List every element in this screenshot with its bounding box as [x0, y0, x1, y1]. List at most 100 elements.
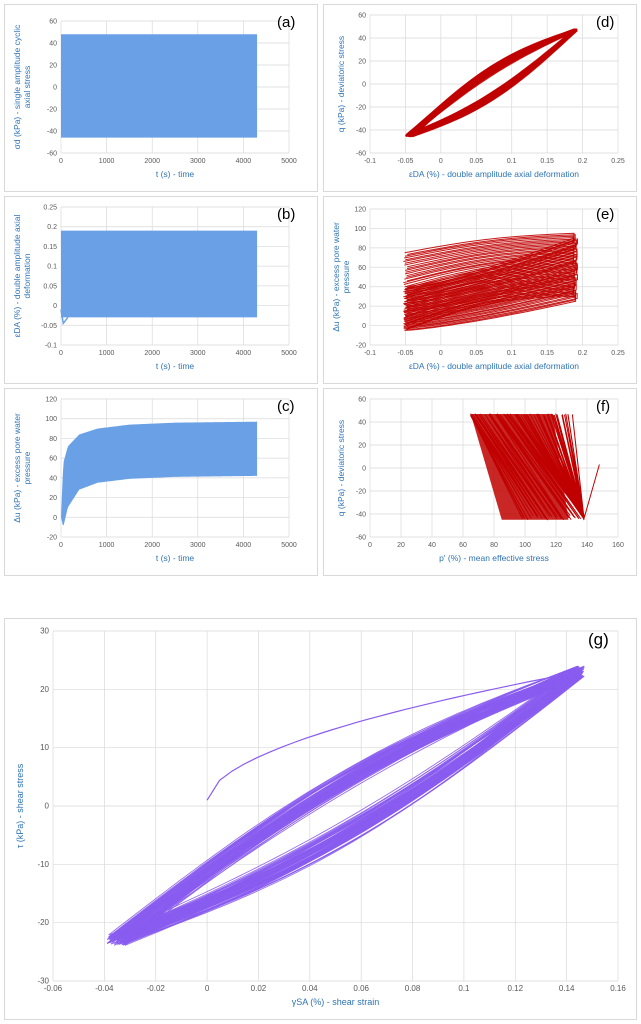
x-tick-label: 0 [439, 158, 443, 165]
x-tick-label: -0.05 [397, 350, 413, 357]
y-tick-label: 0 [53, 515, 57, 522]
x-tick-label: -0.05 [397, 158, 413, 165]
series-c [61, 421, 258, 526]
hysteresis-loop [410, 30, 577, 136]
y-tick-label: -30 [37, 977, 49, 986]
x-tick-label: 0.2 [578, 158, 588, 165]
x-tick-label: 120 [550, 542, 562, 549]
pore-pressure-loop [406, 261, 577, 308]
x-tick-label: 1000 [99, 158, 115, 165]
series-f [470, 413, 600, 521]
hysteresis-loop [123, 666, 584, 941]
x-tick-label: 5000 [281, 350, 297, 357]
x-tick-label: 0 [59, 350, 63, 357]
series-b [60, 230, 258, 326]
y-axis-label: Δu (kPa) - excess pore water [12, 413, 22, 523]
chart-panel-g: -30 -20 -10 0 10 20 30 -0.06 -0.04 -0.02 0 0.02 0.04… [4, 618, 637, 1020]
hysteresis-loop [410, 28, 577, 137]
x-tick-label: -0.1 [364, 158, 376, 165]
y-tick-label: -60 [356, 151, 366, 158]
x-tick-label: 0.12 [507, 984, 523, 993]
y-tick-label: 0 [362, 82, 366, 89]
x-tick-label: 0.25 [611, 350, 625, 357]
series-d [405, 28, 578, 138]
hysteresis-loop [119, 670, 582, 937]
hysteresis-loop [407, 29, 576, 138]
hysteresis-loop [410, 29, 577, 136]
hysteresis-loop [127, 666, 585, 938]
y-tick-label: 0 [362, 466, 366, 473]
x-tick-label: 5000 [281, 158, 297, 165]
hysteresis-loop [410, 28, 577, 136]
x-tick-label: -0.02 [147, 984, 166, 993]
x-tick-label: 0.2 [578, 350, 588, 357]
y-axis-label: axial stress [22, 66, 32, 109]
y-tick-label: 100 [354, 226, 366, 233]
y-axis-label: pressure [22, 451, 32, 484]
hysteresis-loop [409, 28, 577, 137]
pore-pressure-loop [406, 260, 576, 307]
y-tick-label: 100 [45, 416, 57, 423]
hysteresis-loop [122, 671, 583, 941]
pore-pressure-loop [404, 232, 575, 288]
y-tick-label: 20 [49, 495, 57, 502]
pore-pressure-loop [406, 245, 577, 297]
x-tick-label: 5000 [281, 542, 297, 549]
x-tick-label: 0.25 [611, 158, 625, 165]
hysteresis-loop [406, 28, 575, 138]
x-tick-label: 1000 [99, 350, 115, 357]
hysteresis-loop [410, 28, 577, 138]
x-tick-label: 140 [581, 542, 593, 549]
chart-panel-b: -0.1 -0.05 0 0.05 0.1 0.15 0.2 0.25 0 1000 2000 300… [4, 196, 318, 384]
x-tick-label: 2000 [144, 350, 160, 357]
pore-pressure-loop [405, 238, 578, 292]
y-axis-label: pressure [341, 260, 351, 293]
y-tick-label: 40 [49, 475, 57, 482]
x-tick-label: 0.1 [507, 158, 517, 165]
hysteresis-loop [411, 28, 578, 137]
hysteresis-loop [409, 28, 577, 137]
hysteresis-loop [411, 29, 578, 136]
hysteresis-loop [409, 30, 577, 138]
chart-panel-f: -60 -40 -20 0 20 40 60 0 20 40 60 80 100 120 140 160 p' … [323, 388, 637, 576]
x-tick-label: 0 [59, 542, 63, 549]
x-tick-label: 0.14 [559, 984, 575, 993]
hysteresis-loop [410, 29, 577, 138]
x-tick-label: 0.15 [540, 158, 554, 165]
y-tick-label: 80 [358, 245, 366, 252]
x-tick-label: -0.04 [95, 984, 114, 993]
x-axis-label: t (s) - time [156, 169, 195, 179]
x-tick-label: 2000 [144, 542, 160, 549]
y-tick-label: 0 [53, 85, 57, 92]
y-tick-label: -60 [47, 151, 57, 158]
chart-panel-d: -60 -40 -20 0 20 40 60 -0.1 -0.05 0 0.05 0.1 0.15 0.2… [323, 4, 637, 192]
hysteresis-loop [111, 666, 577, 936]
x-tick-label: 0.1 [507, 350, 517, 357]
hysteresis-loop [410, 29, 577, 137]
x-tick-label: 20 [397, 542, 405, 549]
y-tick-label: 20 [358, 304, 366, 311]
y-tick-label: -60 [356, 535, 366, 542]
chart-svg-e: -20 0 20 40 60 80 100 120 -0.1 -0.05 0 0.05 0.1 0.15 0… [331, 206, 625, 371]
series-a [61, 34, 258, 138]
y-tick-label: 0.2 [47, 224, 57, 231]
y-tick-label: -10 [37, 860, 49, 869]
panel-tag: (d) [596, 14, 614, 31]
hysteresis-loop [409, 29, 577, 137]
y-tick-label: 60 [358, 13, 366, 20]
hysteresis-loop [121, 667, 582, 946]
chart-svg-d: -60 -40 -20 0 20 40 60 -0.1 -0.05 0 0.05 0.1 0.15 0.2… [336, 13, 625, 180]
y-tick-label: 40 [49, 41, 57, 48]
y-tick-label: 40 [358, 284, 366, 291]
hysteresis-loop [408, 29, 576, 138]
series-g [106, 665, 585, 946]
pore-pressure-loop [405, 247, 575, 298]
hysteresis-loop [408, 30, 576, 137]
hysteresis-loop [116, 666, 580, 945]
y-tick-label: -0.05 [41, 323, 57, 330]
hysteresis-loop [119, 671, 582, 942]
hysteresis-loop [126, 665, 585, 938]
y-tick-label: -20 [356, 489, 366, 496]
y-tick-label: 0 [362, 323, 366, 330]
panel-tag: (g) [588, 630, 609, 649]
